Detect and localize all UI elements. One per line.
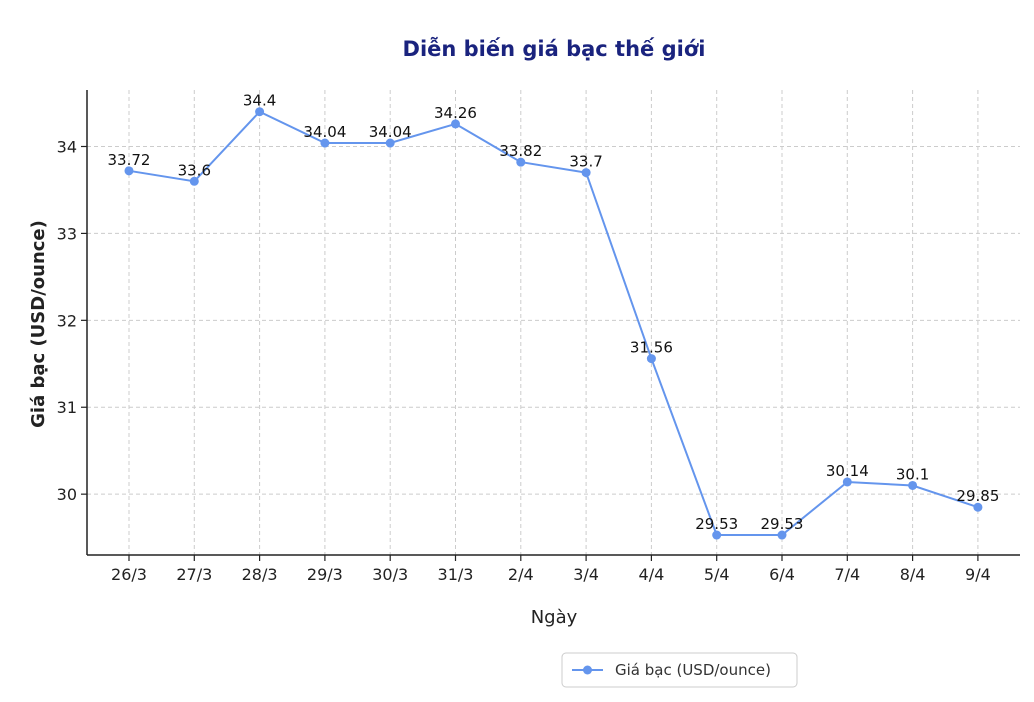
x-tick-label: 8/4 [900,565,926,584]
data-label: 29.53 [761,515,804,533]
data-point [124,166,134,176]
legend-label: Giá bạc (USD/ounce) [615,661,771,679]
data-labels: 33.72 33.6 34.4 34.04 34.04 34.26 33.82 33.7 31.… [108,92,1000,533]
data-label: 30.1 [896,465,929,483]
data-label: 34.26 [434,104,477,122]
data-point [712,530,722,540]
y-axis-label: Giá bạc (USD/ounce) [28,220,49,428]
data-point [255,107,265,117]
legend-box [561,652,798,688]
x-tick-label: 3/4 [573,565,599,584]
x-tick-label: 30/3 [372,565,408,584]
x-tick-label: 28/3 [242,565,278,584]
data-point [842,477,852,487]
data-label: 29.85 [956,487,999,505]
data-label: 30.14 [826,462,869,480]
data-label: 33.7 [569,153,602,171]
x-tick-label: 27/3 [176,565,212,584]
x-tick-label: 5/4 [704,565,730,584]
data-label: 29.53 [695,515,738,533]
series-line [128,110,979,536]
legend: Giá bạc (USD/ounce) [561,652,798,688]
data-point [320,138,330,148]
legend-marker-swatch [583,665,592,675]
grid [87,90,1020,555]
data-point [451,119,460,129]
y-tick-label: 33 [57,224,77,243]
data-point [189,176,199,186]
y-tick-label: 31 [57,398,77,417]
x-tick-label: 4/4 [639,565,665,584]
y-ticks: 30 31 32 33 34 [57,137,87,504]
data-label: 33.82 [499,142,542,160]
data-point [646,354,656,364]
data-point [908,480,918,490]
x-tick-label: 7/4 [834,565,860,584]
data-point [973,502,983,512]
data-label: 33.6 [178,161,211,179]
x-axis-label: Ngày [531,607,578,628]
y-tick-label: 32 [57,311,77,330]
data-point [777,530,787,540]
data-point [385,138,395,148]
data-point [516,157,526,167]
x-tick-label: 26/3 [111,565,147,584]
y-tick-label: 30 [57,485,77,504]
data-point [581,168,591,178]
data-label: 33.72 [108,151,151,169]
data-label: 34.4 [243,92,276,110]
y-tick-label: 34 [57,137,77,156]
data-label: 34.04 [369,123,412,141]
data-label: 34.04 [303,123,346,141]
data-label: 31.56 [630,339,673,357]
x-tick-label: 9/4 [965,565,991,584]
x-tick-label: 6/4 [769,565,795,584]
x-tick-label: 29/3 [307,565,343,584]
x-tick-label: 2/4 [508,565,534,584]
x-tick-label: 31/3 [438,565,474,584]
chart-title: Diễn biến giá bạc thế giới [403,37,706,61]
series [124,107,983,540]
x-ticks: 26/3 27/3 28/3 29/3 30/3 31/3 2/4 3/4 4/4 5/4 6/4 7… [111,555,991,584]
